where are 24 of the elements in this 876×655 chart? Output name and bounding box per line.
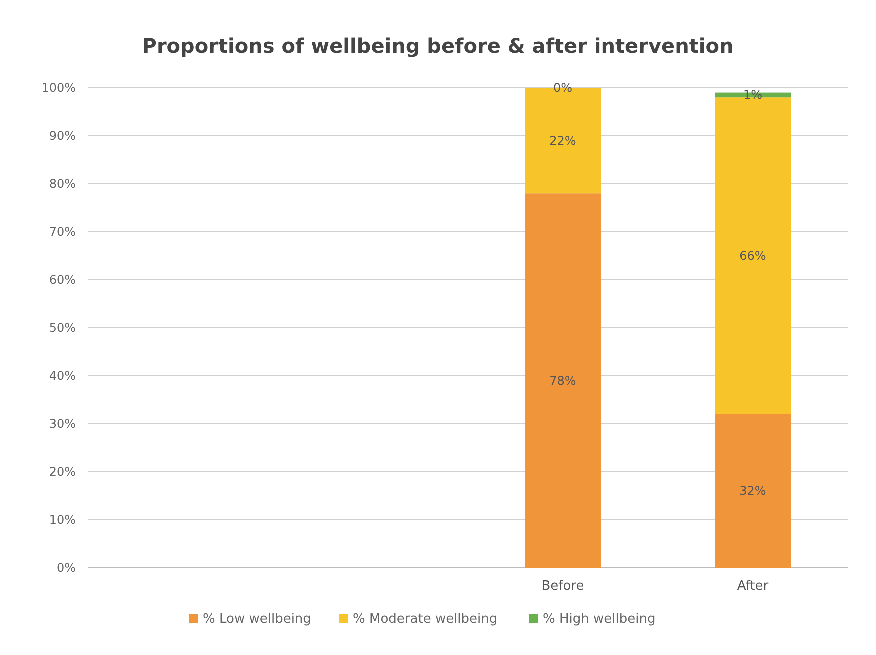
y-tick-label: 0% [56,561,76,575]
y-tick-label: 90% [49,129,76,143]
y-tick-label: 70% [49,225,76,239]
bar [715,414,791,568]
data-label: 78% [550,374,576,388]
chart-title: Proportions of wellbeing before & after intervention [142,34,734,58]
y-tick-label: 80% [49,177,76,191]
y-tick-label: 40% [49,369,76,383]
legend-label: % High wellbeing [543,612,656,627]
data-label: 32% [740,484,766,498]
x-tick-label: Before [542,579,584,594]
legend-label: % Moderate wellbeing [353,612,498,627]
y-tick-label: 10% [49,513,76,527]
data-label: 22% [550,134,576,148]
y-tick-label: 30% [49,417,76,431]
data-label: 66% [740,249,766,263]
bar [525,194,601,568]
y-tick-label: 100% [42,81,76,95]
y-tick-label: 50% [49,321,76,335]
x-tick-label: After [737,579,770,594]
y-tick-label: 60% [49,273,76,287]
bar [715,98,791,414]
legend-label: % Low wellbeing [203,612,312,627]
y-tick-label: 20% [49,465,76,479]
